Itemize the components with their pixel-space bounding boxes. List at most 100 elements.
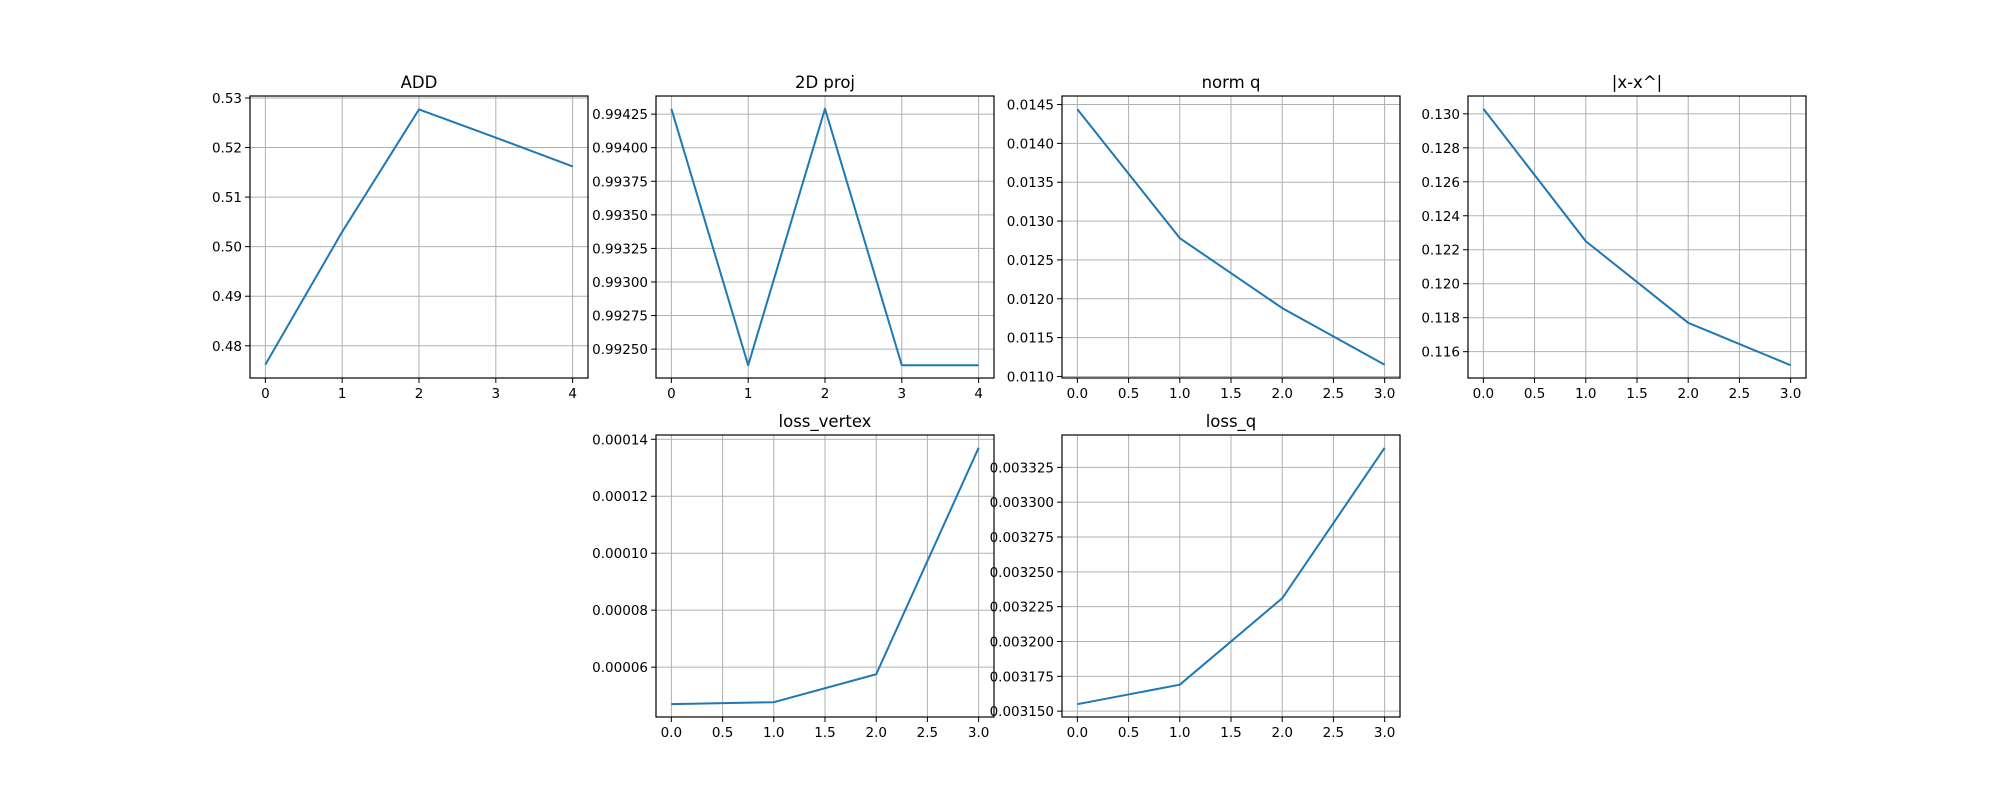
y-tick-label: 0.126 [1421,175,1460,191]
y-tick-label: 0.99350 [592,208,648,224]
x-tick-label: 2.5 [917,725,938,741]
x-tick-label: 2.5 [1323,725,1344,741]
y-tick-label: 0.122 [1421,243,1460,259]
x-tick-label: 0 [667,386,676,402]
y-tick-label: 0.52 [212,141,242,157]
y-tick-label: 0.0135 [1007,175,1054,191]
y-tick-label: 0.003200 [990,634,1054,650]
y-tick-label: 0.124 [1421,209,1460,225]
y-tick-label: 0.99275 [592,309,648,325]
series-line [1482,108,1792,367]
chart-add: 0 1 2 3 4 0.48 0.49 0.50 0.51 0.52 0.53 ADD [212,73,589,402]
x-tick-label: 2.0 [1271,386,1292,402]
x-tick-label: 3 [898,386,907,402]
y-tick-label: 0.0140 [1007,136,1054,152]
y-tick-label: 0.0120 [1007,292,1054,308]
y-tick-label: 0.0145 [1007,98,1054,114]
x-tick-label: 0.5 [1118,386,1139,402]
y-tick-label: 0.50 [212,240,242,256]
chart-title: ADD [401,73,438,92]
y-tick-label: 0.120 [1421,277,1460,293]
y-tick-label: 0.53 [212,91,242,107]
y-tick-label: 0.003325 [990,460,1054,476]
y-tick-label: 0.003250 [990,565,1054,581]
y-tick-label: 0.0130 [1007,214,1054,230]
x-tick-label: 1 [744,386,753,402]
x-tick-label: 0.5 [712,725,733,741]
y-tick-label: 0.99325 [592,241,648,257]
x-tick-label: 2 [415,386,424,402]
y-tick-label: 0.48 [212,339,242,355]
x-tick-label: 3.0 [1780,386,1801,402]
y-tick-label: 0.00008 [592,603,648,619]
y-tick-label: 0.00010 [592,546,648,562]
x-tick-label: 4 [568,386,577,402]
chart-loss-q: 0.0 0.5 1.0 1.5 2.0 2.5 3.0 0.003150 0.003175 0.0… [990,412,1401,741]
y-tick-label: 0.003175 [990,669,1054,685]
y-tick-label: 0.003225 [990,600,1054,616]
chart-title: |x-x^| [1612,73,1662,92]
x-tick-label: 1.5 [1220,725,1241,741]
x-tick-label: 2.0 [1677,386,1698,402]
y-tick-label: 0.0115 [1007,331,1054,347]
x-tick-label: 1.0 [1575,386,1596,402]
chart-loss-vertex: 0.0 0.5 1.0 1.5 2.0 2.5 3.0 0.00006 0.00008 0.000… [592,412,995,741]
x-tick-label: 0.5 [1524,386,1545,402]
x-tick-label: 3.0 [1374,725,1395,741]
chart-2d-proj: 0 1 2 3 4 0.99250 0.99275 0.99300 0.99325 0.99350… [592,73,995,402]
chart-title: norm q [1202,73,1261,92]
x-tick-label: 1 [338,386,347,402]
x-tick-label: 0 [261,386,270,402]
x-tick-label: 1.0 [763,725,784,741]
x-tick-label: 2 [821,386,830,402]
chart-title: 2D proj [795,73,855,92]
x-tick-label: 1.0 [1169,386,1190,402]
x-tick-label: 2.5 [1729,386,1750,402]
y-tick-label: 0.00014 [592,432,648,448]
y-tick-label: 0.0125 [1007,253,1054,269]
chart-title: loss_vertex [779,412,872,432]
y-tick-label: 0.99250 [592,342,648,358]
y-tick-label: 0.49 [212,289,242,305]
y-tick-label: 0.99425 [592,107,648,123]
y-tick-label: 0.51 [212,190,242,206]
chart-x-xhat: 0.0 0.5 1.0 1.5 2.0 2.5 3.0 0.116 0.118 0.120 0.12… [1421,73,1807,402]
x-tick-label: 2.0 [865,725,886,741]
x-tick-label: 4 [974,386,983,402]
x-tick-label: 2.5 [1323,386,1344,402]
x-tick-label: 3.0 [1374,386,1395,402]
x-tick-label: 0.0 [1473,386,1494,402]
x-tick-label: 3 [492,386,501,402]
chart-norm-q: 0.0 0.5 1.0 1.5 2.0 2.5 3.0 0.0110 0.0115 0.0120 0… [1007,73,1401,402]
x-tick-label: 0.0 [1067,386,1088,402]
y-tick-label: 0.99400 [592,141,648,157]
x-tick-label: 0.5 [1118,725,1139,741]
x-tick-label: 3.0 [968,725,989,741]
series-line [1076,108,1386,366]
x-tick-label: 1.5 [1220,386,1241,402]
y-tick-label: 0.003300 [990,495,1054,511]
x-tick-label: 1.5 [814,725,835,741]
x-tick-label: 1.0 [1169,725,1190,741]
x-tick-label: 2.0 [1271,725,1292,741]
x-tick-label: 0.0 [1067,725,1088,741]
x-tick-label: 1.5 [1626,386,1647,402]
y-tick-label: 0.130 [1421,107,1460,123]
y-tick-label: 0.003275 [990,530,1054,546]
x-tick-label: 0.0 [661,725,682,741]
y-tick-label: 0.116 [1421,345,1460,361]
series-line [671,447,980,706]
series-line [1077,447,1386,706]
y-tick-label: 0.0110 [1007,369,1054,385]
y-tick-label: 0.118 [1421,311,1460,327]
y-tick-label: 0.99375 [592,174,648,190]
series-line [264,108,573,366]
series-line [670,107,979,367]
chart-title: loss_q [1206,412,1257,432]
y-tick-label: 0.00006 [592,660,648,676]
y-tick-label: 0.00012 [592,489,648,505]
y-tick-label: 0.128 [1421,141,1460,157]
y-tick-label: 0.99300 [592,275,648,291]
